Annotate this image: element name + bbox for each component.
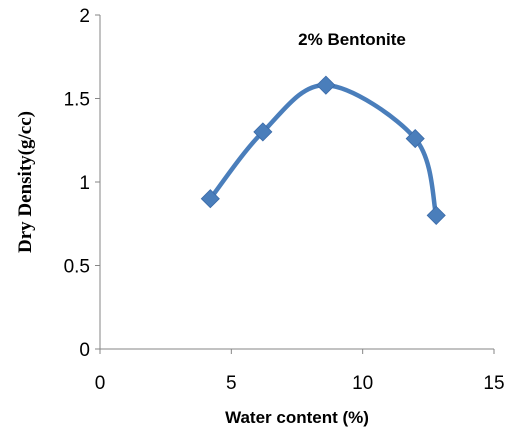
data-point-marker bbox=[253, 122, 273, 142]
series-layer bbox=[200, 75, 446, 225]
x-tick-label: 15 bbox=[483, 373, 504, 394]
data-point-marker bbox=[316, 75, 336, 95]
y-ticks: 0 0.5 1 1.5 2 bbox=[64, 6, 100, 361]
y-tick-label: 1 bbox=[79, 173, 90, 194]
y-axis-label: Dry Density(g/cc) bbox=[15, 111, 36, 253]
x-tick-label: 10 bbox=[352, 373, 373, 394]
x-tick-label: 5 bbox=[226, 373, 237, 394]
data-point-marker bbox=[426, 205, 446, 225]
y-tick-label: 2 bbox=[79, 6, 90, 27]
series-line bbox=[208, 82, 439, 218]
chart-title: 2% Bentonite bbox=[298, 30, 406, 49]
x-axis-label: Water content (%) bbox=[225, 408, 369, 427]
y-tick-label: 1.5 bbox=[64, 90, 90, 111]
y-tick-label: 0 bbox=[79, 340, 90, 361]
y-tick-label: 0.5 bbox=[64, 257, 90, 278]
y-axis: 0 0.5 1 1.5 2 bbox=[64, 6, 101, 361]
data-point-marker bbox=[405, 129, 425, 149]
x-axis: 0 5 10 15 bbox=[95, 348, 505, 394]
data-point-marker bbox=[200, 189, 220, 209]
x-ticks: 0 5 10 15 bbox=[95, 349, 505, 394]
x-tick-label: 0 bbox=[95, 373, 106, 394]
